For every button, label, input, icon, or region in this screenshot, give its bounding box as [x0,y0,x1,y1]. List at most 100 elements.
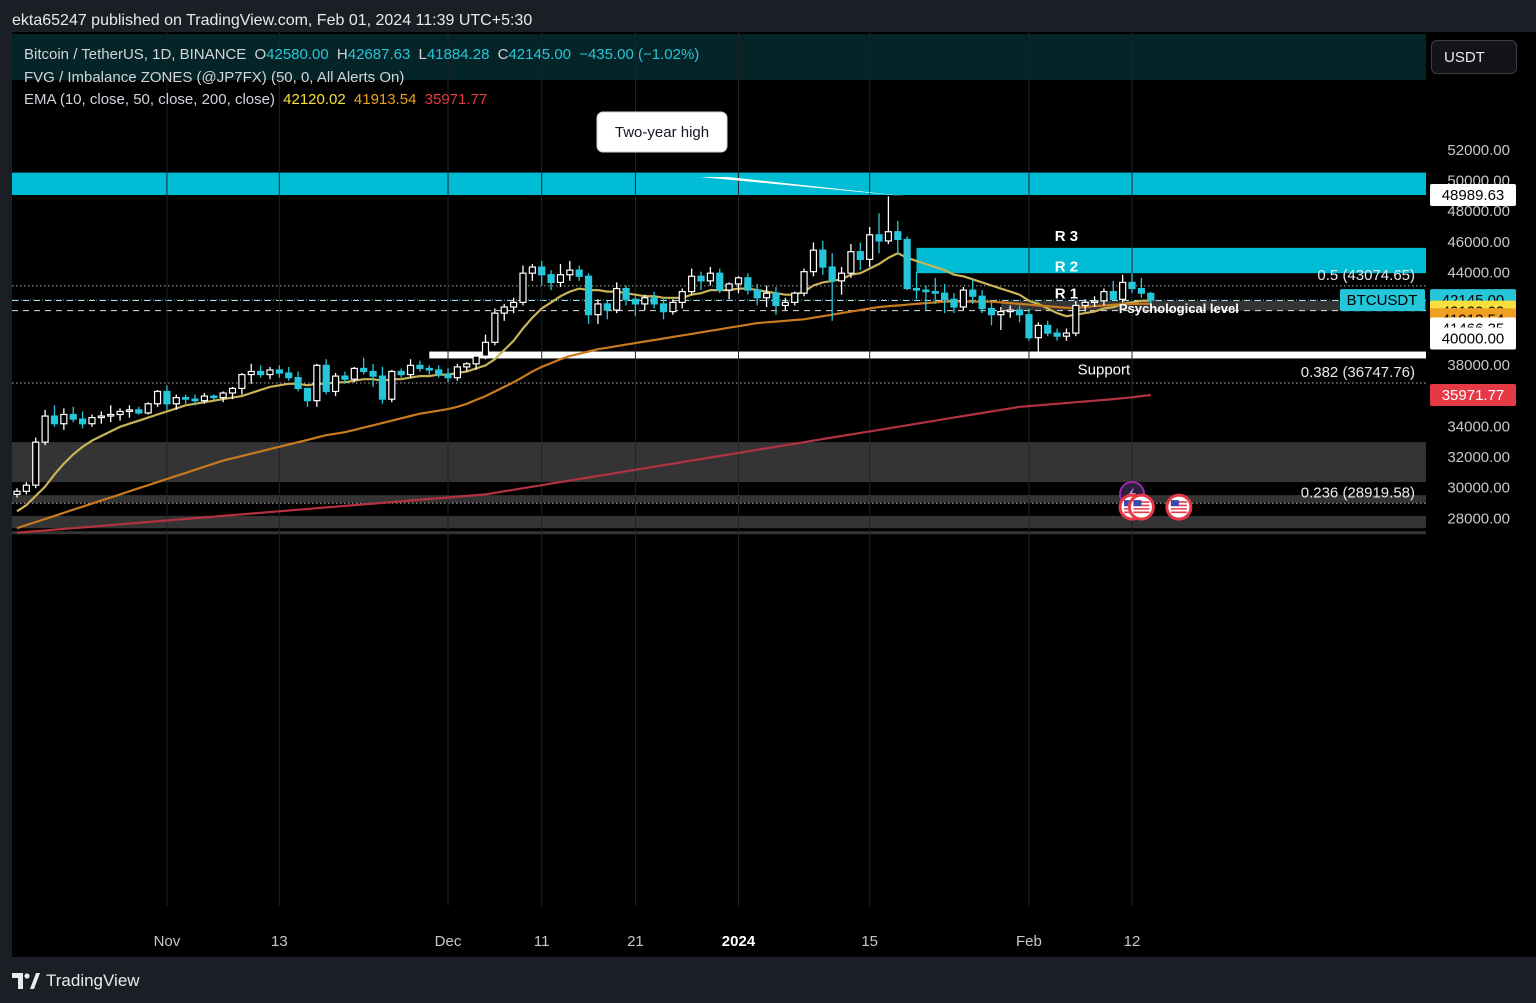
candle-body-119[interactable] [1128,281,1136,290]
candle-body-7[interactable] [78,418,87,425]
candle-body-78[interactable] [744,277,752,291]
candle-body-108[interactable] [1025,314,1033,339]
candle-body-82[interactable] [781,301,789,307]
candle-body-94[interactable] [894,231,902,241]
candle-body-43[interactable] [416,364,424,370]
candle-body-100[interactable] [950,298,958,308]
candle-body-115[interactable] [1090,300,1099,303]
candle-body-18[interactable] [182,397,190,400]
candle-body-102[interactable] [969,289,977,297]
candle-body-121[interactable] [1147,292,1155,301]
candle-body-56[interactable] [538,266,546,276]
candle-body-6[interactable] [69,413,77,420]
candle-body-68[interactable] [650,297,658,305]
candle-body-19[interactable] [191,398,199,402]
candle-body-111[interactable] [1053,332,1061,337]
candle-body-62[interactable] [594,303,602,316]
candle-body-98[interactable] [931,291,939,294]
candle-body-87[interactable] [828,266,836,282]
candle-body-117[interactable] [1109,291,1117,300]
candle-body-37[interactable] [360,367,368,373]
candle-body-83[interactable] [791,292,799,303]
time-axis[interactable] [0,906,1426,957]
legend-indicator-ema[interactable]: EMA (10, close, 50, close, 200, close) 4… [24,89,491,111]
candle-body-17[interactable] [172,397,180,405]
legend-indicator-fvg[interactable]: FVG / Imbalance ZONES (@JP7FX) (50, 0, A… [24,67,408,89]
candle-body-25[interactable] [247,370,255,376]
candle-body-60[interactable] [575,269,583,277]
candle-body-79[interactable] [753,289,761,299]
candle-body-34[interactable] [331,375,340,393]
candle-body-27[interactable] [266,369,274,376]
price-chart[interactable]: 0.5 (43074.65) 0.382 (36747.76) 0.236 (289… [0,32,1536,957]
currency-button[interactable]: USDT [1431,40,1517,74]
candle-body-39[interactable] [378,375,387,400]
candle-body-86[interactable] [819,249,827,268]
candle-body-72[interactable] [688,275,696,293]
candle-body-16[interactable] [163,390,171,405]
candle-body-118[interactable] [1119,281,1127,300]
candle-body-4[interactable] [50,415,59,425]
candle-body-81[interactable] [772,292,780,307]
candle-body-57[interactable] [547,274,555,284]
candle-body-30[interactable] [294,377,302,389]
candle-body-64[interactable] [613,287,621,311]
candle-body-58[interactable] [556,274,565,284]
candle-body-97[interactable] [922,289,930,293]
candle-body-14[interactable] [144,403,152,414]
candle-body-69[interactable] [659,303,668,313]
candle-body-26[interactable] [257,370,265,376]
candle-body-105[interactable] [997,310,1005,316]
candle-body-13[interactable] [135,409,143,414]
candle-body-63[interactable] [603,303,611,311]
candle-body-89[interactable] [847,251,855,274]
candle-body-96[interactable] [912,287,921,291]
candle-body-31[interactable] [303,387,312,402]
candle-body-85[interactable] [809,249,818,273]
candle-body-29[interactable] [285,372,293,379]
candle-body-20[interactable] [200,395,208,402]
candle-body-44[interactable] [425,367,433,371]
candle-body-114[interactable] [1081,301,1089,307]
candle-body-112[interactable] [1062,332,1071,337]
candle-body-91[interactable] [866,234,874,260]
candle-body-42[interactable] [406,364,415,376]
candle-body-5[interactable] [60,413,68,425]
candle-body-0[interactable] [13,490,21,495]
candle-body-80[interactable] [762,292,771,299]
candle-body-61[interactable] [584,275,593,316]
candle-body-54[interactable] [519,272,527,303]
candle-body-107[interactable] [1015,309,1024,316]
candle-body-59[interactable] [566,269,574,276]
candle-body-104[interactable] [987,307,996,316]
candle-body-8[interactable] [88,416,96,425]
candle-body-2[interactable] [32,441,40,486]
candle-body-32[interactable] [313,364,321,402]
candle-body-55[interactable] [528,266,536,274]
candle-body-3[interactable] [41,415,49,443]
candle-body-45[interactable] [435,369,443,376]
candle-body-40[interactable] [388,370,396,400]
candle-body-71[interactable] [678,291,686,303]
candle-body-41[interactable] [397,370,405,376]
candle-body-95[interactable] [903,238,911,290]
candle-body-101[interactable] [959,289,967,308]
candle-body-38[interactable] [369,370,377,377]
candle-body-53[interactable] [510,301,518,308]
callout-box[interactable] [596,111,728,153]
candle-body-120[interactable] [1137,287,1146,294]
candle-body-113[interactable] [1072,304,1080,334]
candle-body-70[interactable] [669,301,677,313]
candle-body-52[interactable] [500,306,508,314]
candle-body-9[interactable] [97,415,105,419]
candle-body-99[interactable] [941,292,949,300]
candle-body-12[interactable] [125,409,134,413]
candle-body-36[interactable] [350,367,358,380]
candle-body-93[interactable] [884,231,893,242]
candle-body-28[interactable] [275,369,283,374]
candle-body-74[interactable] [706,272,714,282]
candle-body-24[interactable] [238,373,246,389]
candle-body-21[interactable] [210,395,218,399]
candle-body-88[interactable] [837,272,846,282]
candle-body-51[interactable] [491,312,499,343]
